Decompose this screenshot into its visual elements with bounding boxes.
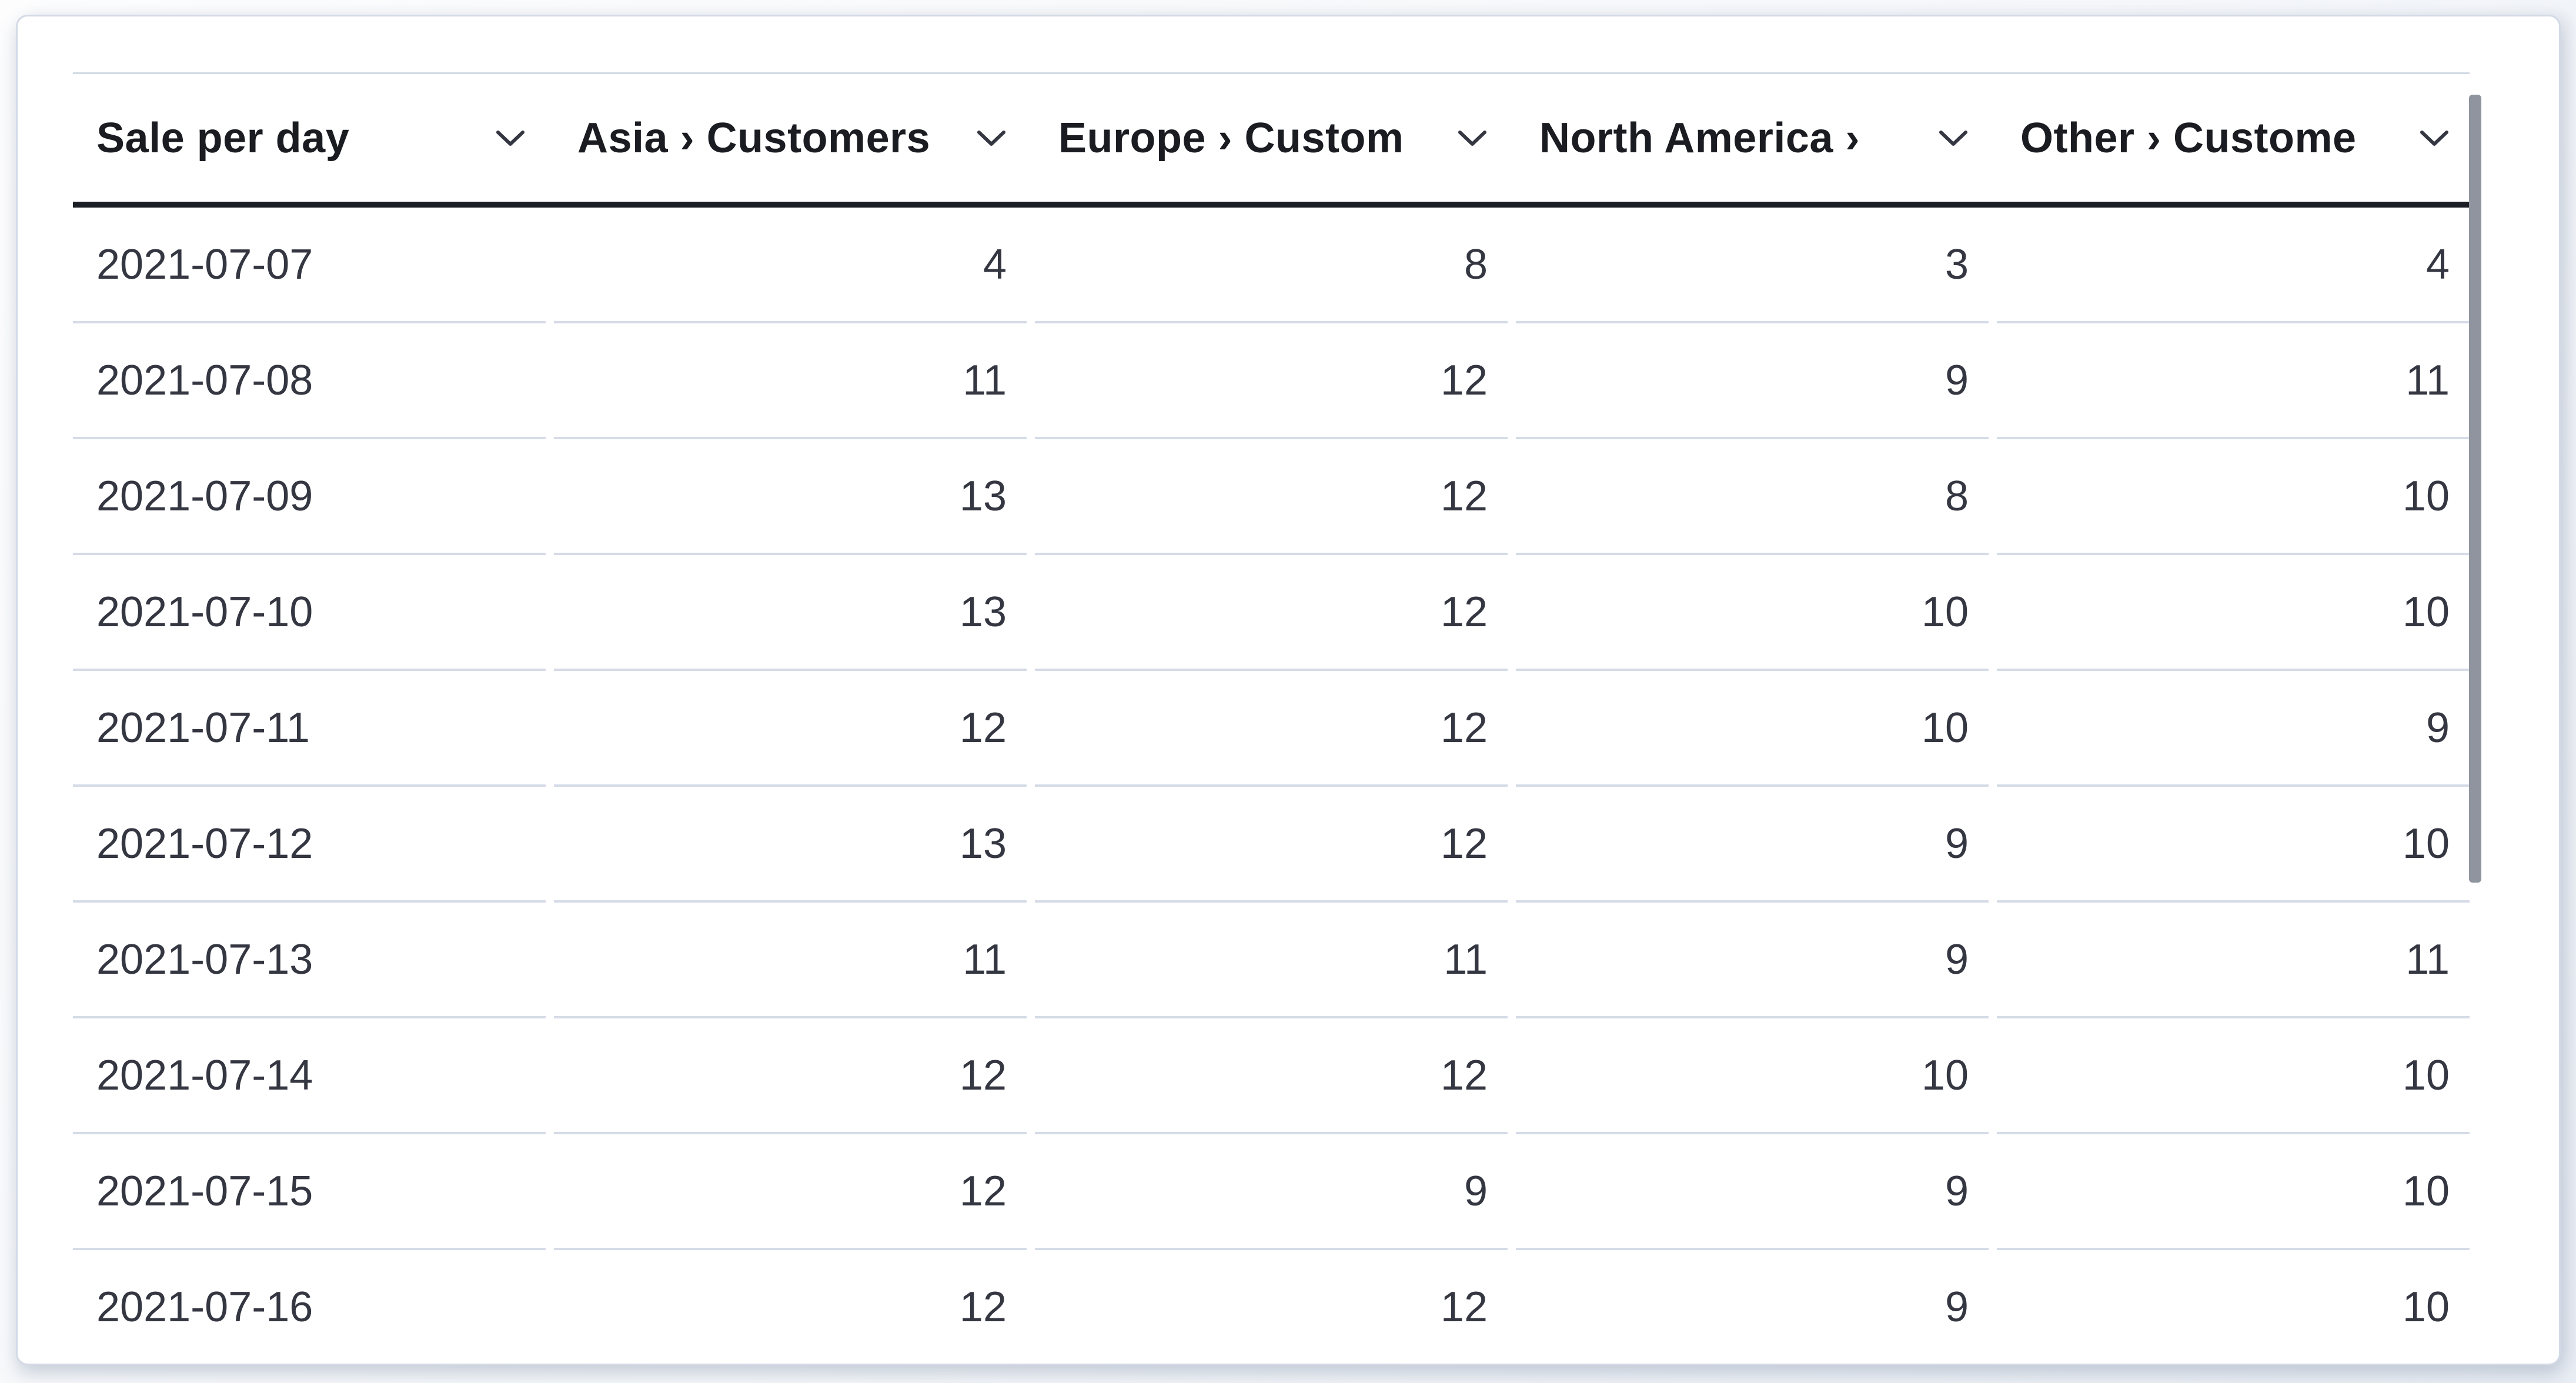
cell-value: 11 bbox=[1997, 903, 2470, 1018]
cell-value: 10 bbox=[1997, 787, 2470, 903]
cell-value: 12 bbox=[1035, 1018, 1508, 1134]
cell-value: 9 bbox=[1516, 1250, 1989, 1364]
cell-value: 11 bbox=[1997, 323, 2470, 439]
cell-value: 10 bbox=[1516, 555, 1989, 671]
column-header-label: Other › Custome bbox=[2020, 114, 2357, 162]
column-header-label: Asia › Customers bbox=[577, 114, 931, 162]
cell-date: 2021-07-16 bbox=[73, 1250, 546, 1364]
table-row: 2021-07-12 13 12 9 10 bbox=[73, 787, 2470, 903]
chevron-down-icon[interactable] bbox=[1457, 129, 1488, 148]
table-row: 2021-07-09 13 12 8 10 bbox=[73, 439, 2470, 555]
table-row: 2021-07-15 12 9 9 10 bbox=[73, 1134, 2470, 1250]
cell-value: 12 bbox=[1035, 439, 1508, 555]
cell-value: 10 bbox=[1997, 439, 2470, 555]
cell-date: 2021-07-14 bbox=[73, 1018, 546, 1134]
cell-value: 11 bbox=[554, 903, 1027, 1018]
cell-value: 9 bbox=[1516, 903, 1989, 1018]
cell-value: 10 bbox=[1997, 555, 2470, 671]
cell-value: 13 bbox=[554, 787, 1027, 903]
chevron-down-icon[interactable] bbox=[495, 129, 526, 148]
cell-value: 10 bbox=[1516, 1018, 1989, 1134]
table-row: 2021-07-14 12 12 10 10 bbox=[73, 1018, 2470, 1134]
chevron-down-icon[interactable] bbox=[2419, 129, 2450, 148]
cell-date: 2021-07-15 bbox=[73, 1134, 546, 1250]
cell-value: 13 bbox=[554, 555, 1027, 671]
column-header-0[interactable]: Sale per day bbox=[73, 74, 546, 202]
table-body: 2021-07-07 4 8 3 4 2021-07-08 11 12 9 11 2021-07-0… bbox=[73, 208, 2470, 1364]
cell-date: 2021-07-13 bbox=[73, 903, 546, 1018]
data-table: Sale per day Asia › Customers Europe › C… bbox=[73, 72, 2470, 1364]
chevron-down-icon[interactable] bbox=[1938, 129, 1969, 148]
cell-value: 12 bbox=[1035, 323, 1508, 439]
cell-value: 9 bbox=[1516, 787, 1989, 903]
cell-value: 3 bbox=[1516, 208, 1989, 323]
column-header-label: Europe › Custom bbox=[1058, 114, 1404, 162]
cell-value: 12 bbox=[554, 1134, 1027, 1250]
cell-value: 12 bbox=[554, 1250, 1027, 1364]
cell-date: 2021-07-08 bbox=[73, 323, 546, 439]
cell-value: 11 bbox=[554, 323, 1027, 439]
cell-value: 4 bbox=[1997, 208, 2470, 323]
cell-value: 12 bbox=[554, 671, 1027, 787]
cell-value: 9 bbox=[1516, 1134, 1989, 1250]
cell-value: 12 bbox=[1035, 555, 1508, 671]
column-header-label: North America › bbox=[1539, 114, 1860, 162]
cell-value: 12 bbox=[1035, 1250, 1508, 1364]
cell-value: 9 bbox=[1997, 671, 2470, 787]
cell-value: 12 bbox=[554, 1018, 1027, 1134]
cell-value: 10 bbox=[1997, 1250, 2470, 1364]
cell-value: 12 bbox=[1035, 671, 1508, 787]
cell-date: 2021-07-11 bbox=[73, 671, 546, 787]
column-header-4[interactable]: Other › Custome bbox=[1997, 74, 2470, 202]
table-row: 2021-07-07 4 8 3 4 bbox=[73, 208, 2470, 323]
table-row: 2021-07-10 13 12 10 10 bbox=[73, 555, 2470, 671]
cell-value: 13 bbox=[554, 439, 1027, 555]
table-row: 2021-07-11 12 12 10 9 bbox=[73, 671, 2470, 787]
cell-value: 9 bbox=[1035, 1134, 1508, 1250]
cell-date: 2021-07-07 bbox=[73, 208, 546, 323]
cell-value: 9 bbox=[1516, 323, 1989, 439]
table-row: 2021-07-16 12 12 9 10 bbox=[73, 1250, 2470, 1364]
cell-value: 10 bbox=[1516, 671, 1989, 787]
chevron-down-icon[interactable] bbox=[976, 129, 1007, 148]
cell-value: 8 bbox=[1516, 439, 1989, 555]
cell-value: 12 bbox=[1035, 787, 1508, 903]
table-header-row: Sale per day Asia › Customers Europe › C… bbox=[73, 72, 2470, 208]
cell-value: 8 bbox=[1035, 208, 1508, 323]
cell-date: 2021-07-12 bbox=[73, 787, 546, 903]
table-row: 2021-07-08 11 12 9 11 bbox=[73, 323, 2470, 439]
cell-value: 11 bbox=[1035, 903, 1508, 1018]
vertical-scrollbar-thumb[interactable] bbox=[2469, 95, 2481, 883]
column-header-1[interactable]: Asia › Customers bbox=[554, 74, 1027, 202]
table-visualization-card: Sale per day Asia › Customers Europe › C… bbox=[16, 15, 2561, 1365]
cell-value: 4 bbox=[554, 208, 1027, 323]
table-row: 2021-07-13 11 11 9 11 bbox=[73, 903, 2470, 1018]
cell-date: 2021-07-09 bbox=[73, 439, 546, 555]
cell-date: 2021-07-10 bbox=[73, 555, 546, 671]
column-header-label: Sale per day bbox=[96, 114, 350, 162]
cell-value: 10 bbox=[1997, 1018, 2470, 1134]
column-header-3[interactable]: North America › bbox=[1516, 74, 1989, 202]
column-header-2[interactable]: Europe › Custom bbox=[1035, 74, 1508, 202]
cell-value: 10 bbox=[1997, 1134, 2470, 1250]
